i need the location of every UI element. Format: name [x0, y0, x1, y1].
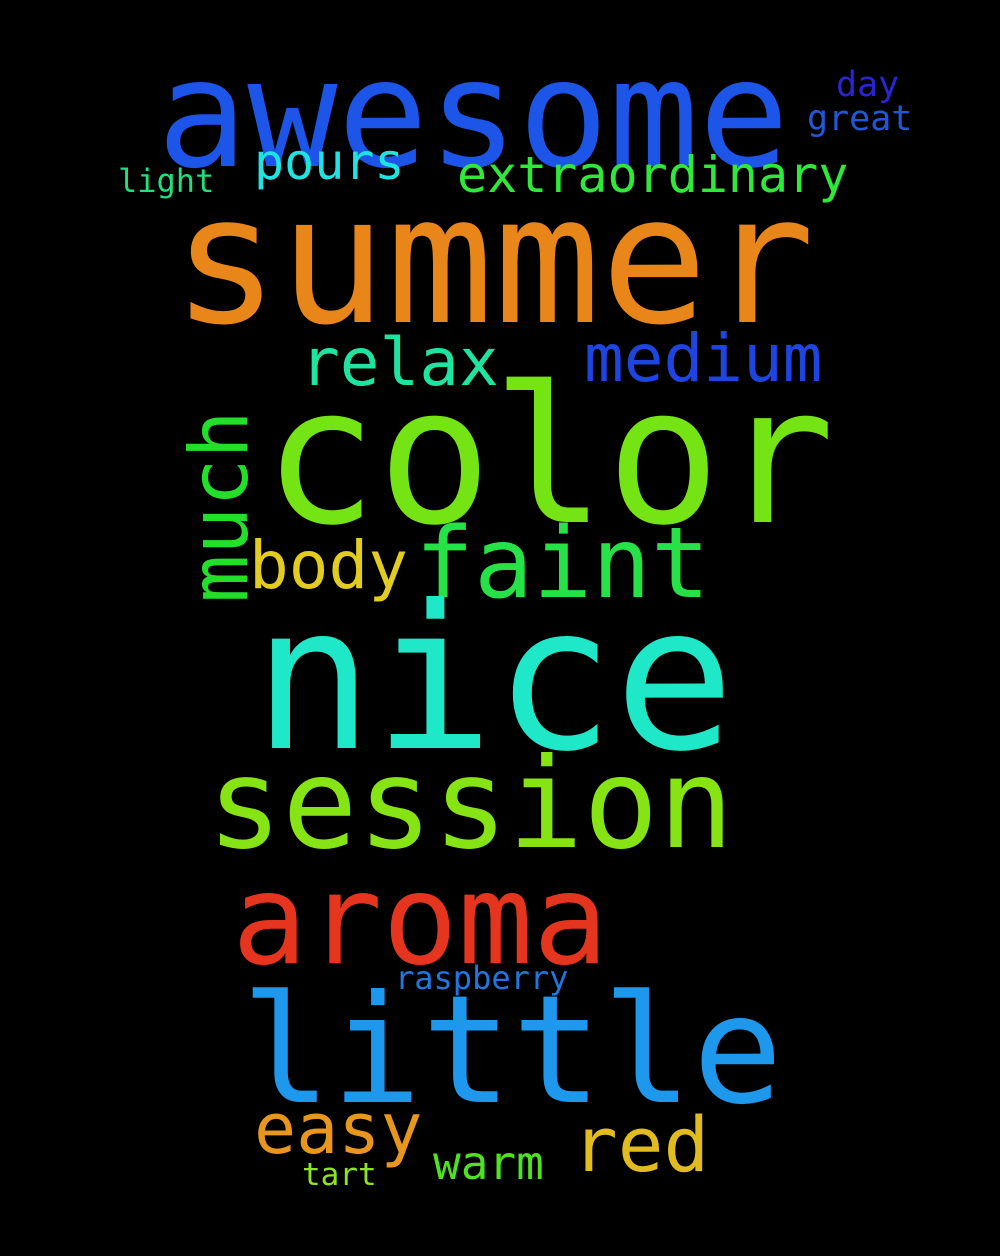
word-medium: medium: [584, 320, 823, 397]
word-color: color: [263, 346, 835, 567]
word-warm: warm: [433, 1136, 544, 1190]
word-relax: relax: [300, 324, 499, 401]
word-summer: summer: [172, 157, 815, 364]
word-nice: nice: [253, 563, 735, 796]
word-red: red: [572, 1100, 710, 1189]
word-session: session: [207, 732, 734, 877]
word-tart: tart: [302, 1157, 377, 1193]
word-faint: faint: [415, 507, 711, 621]
word-day: day: [836, 65, 900, 105]
word-light: light: [118, 162, 215, 200]
word-raspberry: raspberry: [395, 959, 569, 997]
word-aroma: aroma: [232, 848, 609, 993]
word-awesome: awesome: [157, 28, 790, 202]
word-much: much: [173, 410, 266, 603]
word-great: great: [807, 99, 913, 139]
word-body: body: [249, 527, 408, 604]
word-pours: pours: [254, 133, 405, 191]
word-easy: easy: [254, 1088, 423, 1170]
word-little: little: [241, 964, 783, 1138]
word-extraordinary: extraordinary: [457, 146, 849, 204]
